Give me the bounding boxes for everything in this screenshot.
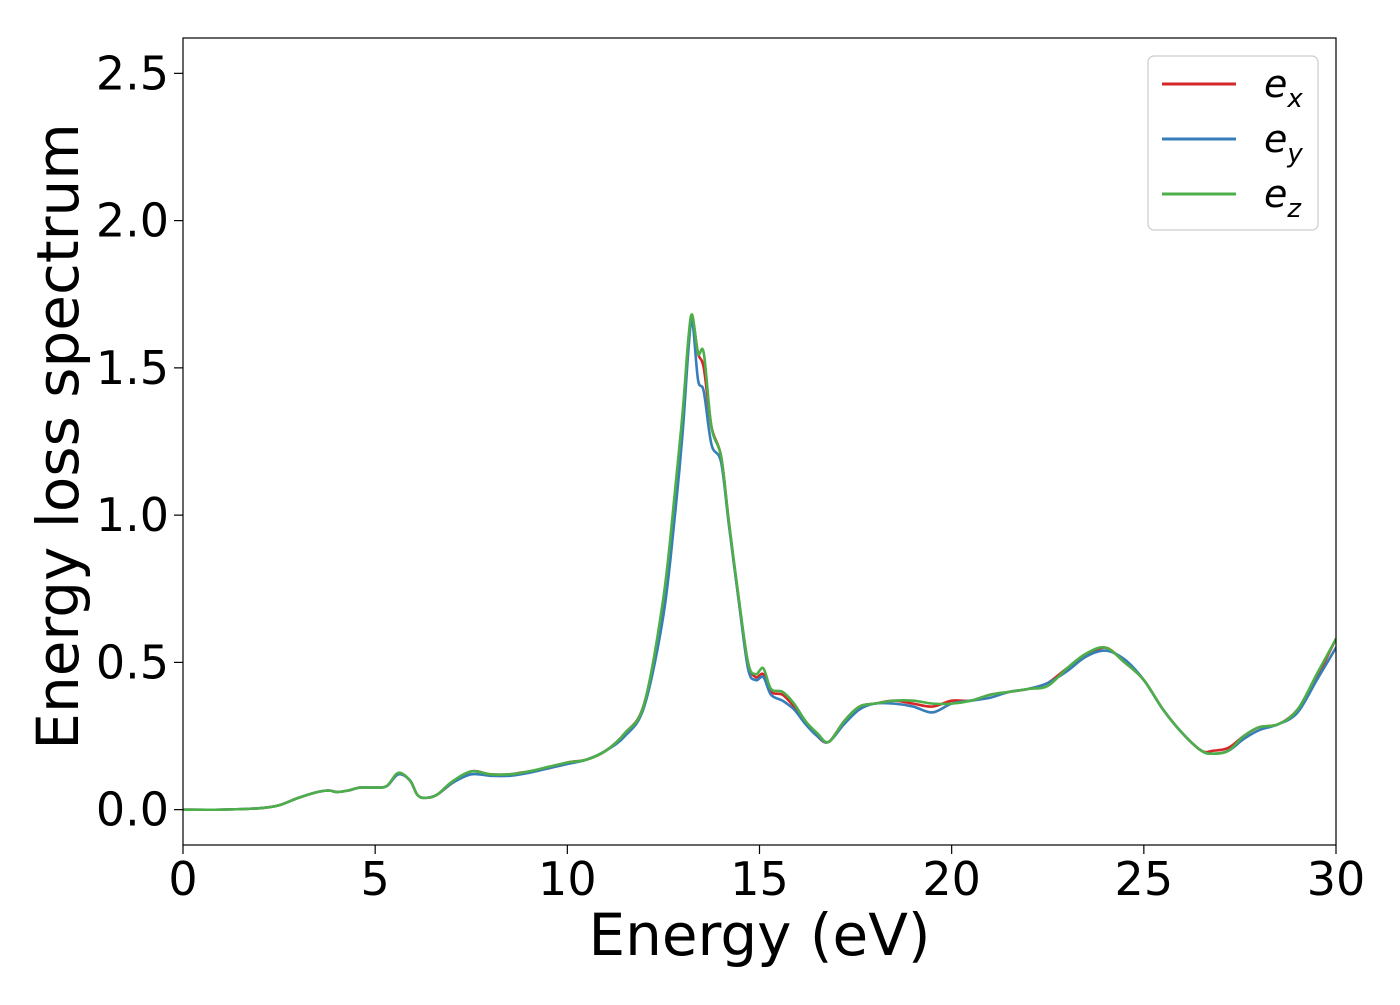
y-tick-label: 2.5 [96,46,169,100]
y-axis-title: Energy loss spectrum [24,123,92,749]
x-tick-label: 15 [730,852,789,906]
x-axis-title: Energy (eV) [588,901,930,969]
x-tick-label: 20 [922,852,981,906]
y-tick-label: 0.5 [96,635,169,689]
legend-subscript: z [1286,194,1302,224]
legend-subscript: x [1286,84,1303,114]
x-axis: 0 5 10 15 20 25 30 [168,845,1365,906]
x-tick-label: 5 [361,852,390,906]
x-tick-label: 25 [1115,852,1174,906]
x-tick-label: 30 [1307,852,1366,906]
y-axis: 0.0 0.5 1.0 1.5 2.0 2.5 [96,46,183,837]
legend-box [1147,55,1319,231]
series-line-z [183,313,1336,812]
y-tick-label: 1.5 [96,341,169,395]
legend-subscript: y [1286,139,1303,169]
x-tick-label: 0 [168,852,197,906]
x-tick-label: 10 [538,852,597,906]
y-tick-label: 2.0 [96,194,169,248]
y-tick-label: 0.0 [96,783,169,837]
y-tick-label: 1.0 [96,488,169,542]
